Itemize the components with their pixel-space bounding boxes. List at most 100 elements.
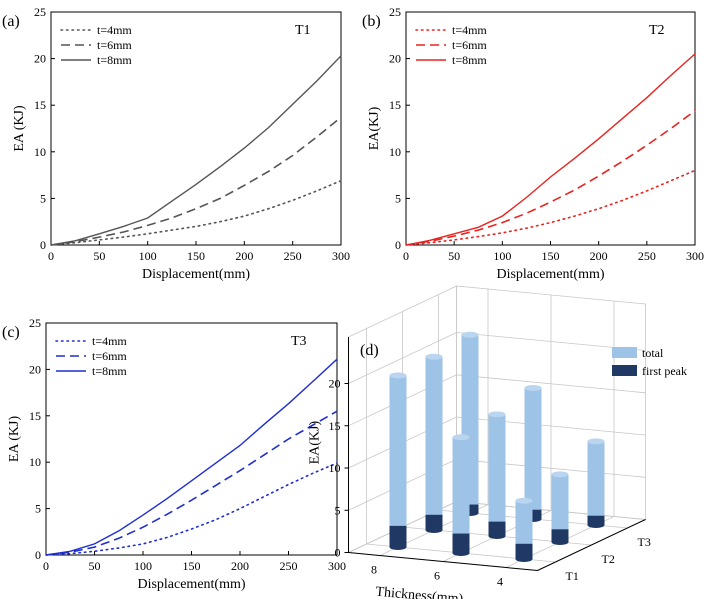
legend-label: first peak <box>642 364 687 378</box>
chart-title: T1 <box>295 23 311 38</box>
bar-first-peak <box>461 504 479 513</box>
x-gridline <box>442 295 552 562</box>
bar-base-cap <box>425 527 443 533</box>
bar-4-T3 <box>587 438 605 528</box>
plot-frame <box>45 322 338 556</box>
bar-first-peak <box>488 521 506 536</box>
legend-label: total <box>642 346 664 360</box>
bar-6-T3 <box>524 385 542 522</box>
tube-tick-label: T2 <box>602 552 615 566</box>
bar-top-cap <box>461 331 479 338</box>
bar-total <box>488 414 506 536</box>
legend-label: t=4mm <box>97 23 132 37</box>
panel-label: (c) <box>2 324 20 341</box>
x-tick-label: 200 <box>590 249 608 263</box>
legend-label: t=6mm <box>92 349 127 363</box>
y-tick-label: 25 <box>34 5 46 19</box>
bar-top-cap <box>488 411 506 418</box>
x-tick-label: 250 <box>638 249 656 263</box>
y-tick-label: 10 <box>389 145 401 159</box>
bar-6-T2 <box>488 411 506 539</box>
bar-top-cap <box>524 385 542 392</box>
bar-first-peak <box>524 509 542 519</box>
y-axis-label: EA (KJ) <box>12 105 27 152</box>
tube-tick-label: T1 <box>566 569 579 583</box>
x-tick-label: 300 <box>686 249 704 263</box>
y-axis-label: EA (KJ) <box>7 416 22 463</box>
y-tick-label: 15 <box>389 98 401 112</box>
x-tick-label: 150 <box>542 249 560 263</box>
x-tick-label: 250 <box>284 249 302 263</box>
y-tick-label: 20 <box>29 362 41 376</box>
panel-label: (a) <box>2 13 20 30</box>
bar-base-cap <box>515 556 533 562</box>
z-tick-label: 0 <box>335 546 341 560</box>
x-gridline <box>379 289 489 556</box>
bar-base-cap <box>452 550 470 556</box>
x-tick-label: 0 <box>43 559 49 573</box>
plot-frame <box>50 11 342 246</box>
y-tick-label: 15 <box>29 409 41 423</box>
x-tick-label: 150 <box>183 559 201 573</box>
x-axis-label: Displacement(mm) <box>142 267 250 282</box>
legend-swatch <box>612 365 637 376</box>
x-tick-label: 300 <box>332 249 350 263</box>
y-tick-label: 10 <box>29 455 41 469</box>
y-tick-label: 25 <box>29 316 41 330</box>
series-line-t=8mm <box>45 358 338 556</box>
y-tick-label: 20 <box>389 52 401 66</box>
bar-4-T1 <box>515 497 533 562</box>
chart-title: T2 <box>649 23 665 38</box>
y-tick-label: 5 <box>395 191 401 205</box>
x-tick-label: 50 <box>93 249 105 263</box>
bar-total <box>587 441 605 525</box>
bar-base-cap <box>587 522 605 528</box>
y-tick-label: 25 <box>389 5 401 19</box>
y-axis <box>537 519 646 571</box>
bar-top-cap <box>389 372 407 379</box>
x-axis-label: Displacement(mm) <box>137 577 245 592</box>
series-line-t=6mm <box>405 110 696 246</box>
y-tick-label: 0 <box>35 548 41 562</box>
bar-top-cap <box>587 438 605 445</box>
bar-8-T2 <box>425 353 443 533</box>
bar-base-cap <box>551 539 569 545</box>
legend-label: t=8mm <box>97 53 132 67</box>
bar-top-cap <box>452 434 470 441</box>
bar-base-cap <box>389 544 407 550</box>
z-gridline <box>348 416 646 469</box>
x-tick-label: 50 <box>448 249 460 263</box>
y-gridline <box>366 328 556 563</box>
x-tick-label: 0 <box>48 249 54 263</box>
bar-total <box>389 375 407 547</box>
z-tick-label: 5 <box>335 503 341 517</box>
series-line-t=6mm <box>50 116 342 246</box>
z-gridline <box>348 374 646 427</box>
legend-label: t=8mm <box>452 53 487 67</box>
x-tick-label: 150 <box>187 249 205 263</box>
panel-label: (b) <box>362 13 381 30</box>
x-tick-label: 100 <box>139 249 157 263</box>
y-tick-label: 20 <box>34 52 46 66</box>
chart-b: 0 50 100 150 200 250 300 0 5 10 15 20 25 Displacement… <box>362 5 704 282</box>
x-axis-label: Thickness(mm) <box>375 585 464 599</box>
bar-4-T2 <box>551 471 569 545</box>
x-tick-label: 200 <box>231 559 249 573</box>
z-tick-label: 15 <box>329 419 341 433</box>
bar-8-T1 <box>389 372 407 550</box>
y-tick-label: 15 <box>34 98 46 112</box>
legend-label: t=4mm <box>452 23 487 37</box>
legend-label: t=4mm <box>92 334 127 348</box>
x-tick-label: 100 <box>493 249 511 263</box>
tube-tick-label: T3 <box>638 535 651 549</box>
bar-first-peak <box>587 515 605 525</box>
series-line-t=8mm <box>405 53 696 246</box>
chart-c: 0 50 100 150 200 250 3000510152025Displacement… <box>2 316 346 592</box>
x-tick-label: 200 <box>235 249 253 263</box>
thickness-tick-label: 6 <box>434 569 440 583</box>
bar-total <box>551 474 569 542</box>
legend-label: t=6mm <box>97 38 132 52</box>
series-line-t=6mm <box>45 410 338 556</box>
x-axis <box>348 552 538 571</box>
y-tick-label: 10 <box>34 145 46 159</box>
